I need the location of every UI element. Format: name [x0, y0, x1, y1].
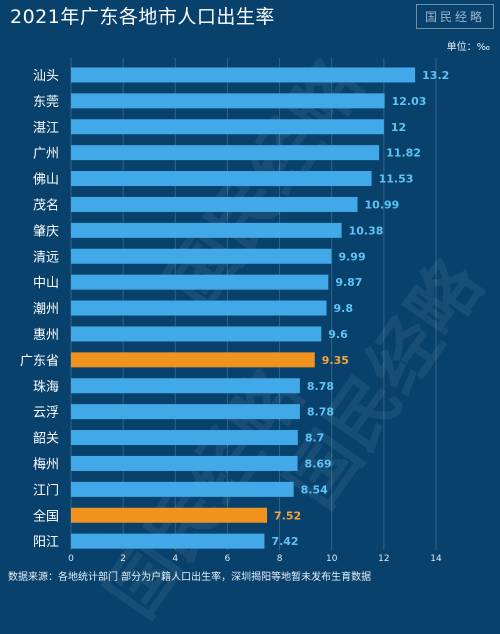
bar: [71, 119, 384, 135]
bar: [71, 171, 372, 187]
value-label: 9.87: [335, 276, 362, 289]
category-label: 广州: [33, 147, 59, 162]
bar: [71, 455, 298, 471]
x-tick-label: 10: [326, 554, 338, 564]
category-label: 清远: [33, 250, 59, 265]
bar: [71, 533, 265, 549]
bar: [71, 326, 322, 342]
value-label: 10.38: [349, 224, 384, 237]
value-label: 8.54: [301, 483, 328, 496]
x-tick-label: 14: [430, 554, 442, 564]
bar: [71, 222, 342, 238]
category-label: 肇庆: [33, 224, 59, 239]
bar-chart: 0 2 4 6 8 10 12 14 汕头 13.2 东莞 12.03 湛江 12 广州 11.82 佛山 11.…: [20, 58, 449, 564]
value-label: 7.42: [271, 535, 298, 548]
bar: [71, 248, 332, 264]
value-label: 9.35: [322, 354, 349, 367]
category-label: 佛山: [33, 173, 59, 188]
value-label: 8.78: [307, 380, 334, 393]
chart-title: 2021年广东各地市人口出生率: [10, 6, 275, 28]
bar: [71, 196, 358, 212]
bar: [71, 352, 315, 368]
category-label: 茂名: [33, 197, 59, 213]
x-tick-label: 2: [120, 554, 126, 564]
x-tick-label: 0: [68, 554, 74, 564]
x-tick-label: 8: [277, 554, 283, 564]
brand-logo: 国民经略: [415, 4, 494, 29]
category-label: 汕头: [33, 69, 59, 84]
value-label: 9.99: [338, 250, 365, 263]
value-label: 11.53: [379, 173, 414, 186]
value-label: 9.8: [334, 302, 354, 315]
category-label: 全国: [33, 508, 59, 524]
category-label: 东莞: [33, 95, 59, 110]
category-label: 韶关: [33, 431, 59, 447]
category-label: 阳江: [33, 535, 59, 550]
x-tick-label: 4: [172, 554, 178, 564]
source-note: 数据来源：各地统计部门 部分为户籍人口出生率，深圳揭阳等地暂未发布生育数据: [8, 572, 372, 583]
value-label: 8.78: [307, 406, 334, 419]
value-label: 12: [391, 121, 406, 134]
x-tick-label: 12: [378, 554, 389, 564]
bar: [71, 300, 327, 316]
value-label: 8.69: [305, 457, 332, 470]
bar: [71, 93, 385, 109]
bar: [71, 404, 300, 420]
value-label: 8.7: [305, 432, 325, 445]
category-label: 梅州: [33, 457, 59, 472]
category-label: 江门: [33, 483, 59, 498]
value-label: 11.82: [386, 147, 421, 160]
value-label: 12.03: [392, 95, 427, 108]
category-label: 湛江: [33, 121, 59, 136]
category-label: 中山: [33, 276, 59, 291]
category-label: 广东省: [20, 354, 59, 369]
category-label: 云浮: [33, 406, 59, 421]
bar: [71, 378, 300, 394]
bar: [71, 145, 380, 161]
labels: 0 2 4 6 8 10 12 14 汕头 13.2 东莞 12.03 湛江 12 广州 11.82 佛山 11.…: [20, 69, 449, 564]
x-tick-label: 6: [225, 554, 231, 564]
category-label: 珠海: [33, 380, 59, 395]
bar: [71, 507, 268, 523]
bar: [71, 67, 416, 83]
bar: [71, 481, 294, 497]
bar: [71, 274, 329, 290]
value-label: 9.6: [328, 328, 348, 341]
unit-label: 单位：‰: [446, 42, 490, 53]
bar: [71, 430, 298, 446]
value-label: 10.99: [365, 198, 400, 211]
category-label: 潮州: [33, 302, 59, 317]
value-label: 7.52: [274, 509, 301, 522]
value-label: 13.2: [422, 69, 449, 82]
bars: [71, 67, 416, 549]
category-label: 惠州: [33, 328, 59, 343]
